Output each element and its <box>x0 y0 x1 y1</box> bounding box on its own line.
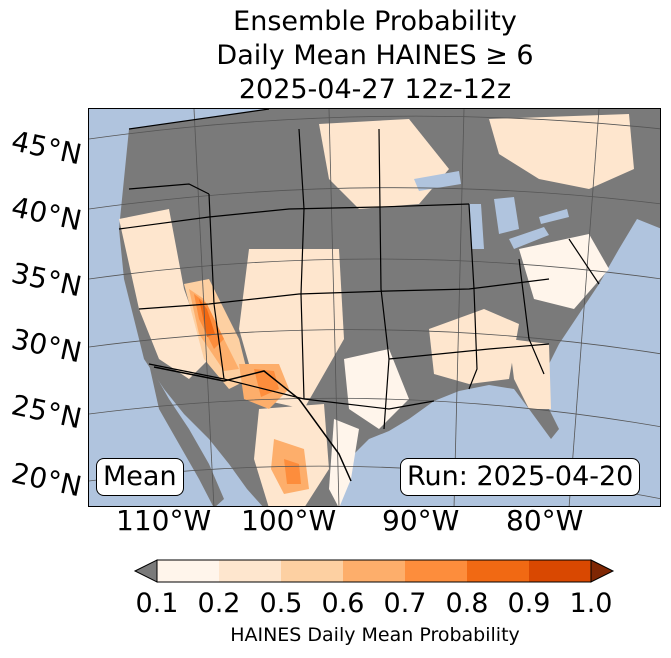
run-date-badge: Run: 2025-04-20 <box>400 458 641 496</box>
state-borders <box>118 109 600 430</box>
colorbar-bin <box>157 560 219 582</box>
baja-peninsula <box>149 364 224 506</box>
colorbar-frame <box>156 559 592 583</box>
chart-title-line2: Daily Mean HAINES ≥ 6 <box>216 40 534 71</box>
lon-label-110w: 110°W <box>116 504 212 537</box>
lon-label-100w: 100°W <box>241 504 337 537</box>
lat-label-25n: 25°N <box>8 388 85 436</box>
colorbar-bin <box>467 560 529 582</box>
colorbar-tick: 0.9 <box>507 588 551 619</box>
colorbar-under-extension <box>133 559 158 583</box>
colorbar-bin <box>281 560 343 582</box>
lat-label-40n: 40°N <box>8 190 85 238</box>
lat-label-45n: 45°N <box>8 124 85 172</box>
probability-fill-high <box>184 279 309 494</box>
probability-map <box>88 108 661 507</box>
colorbar-tick: 0.2 <box>197 588 241 619</box>
colorbar-bin <box>529 560 591 582</box>
lat-label-35n: 35°N <box>8 256 85 304</box>
colorbar-tick: 0.7 <box>383 588 427 619</box>
colorbar-bin <box>405 560 467 582</box>
colorbar-bin <box>219 560 281 582</box>
great-lakes <box>414 171 569 249</box>
colorbar-over-extension <box>590 559 615 583</box>
north-america-land <box>119 109 660 506</box>
colorbar-tick: 0.5 <box>259 588 303 619</box>
lon-label-80w: 80°W <box>506 504 584 537</box>
colorbar-tick: 0.1 <box>135 588 179 619</box>
map-svg <box>89 109 660 506</box>
lat-label-30n: 30°N <box>8 322 85 370</box>
mexico-border <box>153 366 352 482</box>
colorbar-tick: 0.8 <box>445 588 489 619</box>
chart-title-line1: Ensemble Probability <box>233 6 517 37</box>
colorbar-bin <box>343 560 405 582</box>
chart-title-date: 2025-04-27 12z-12z <box>238 74 512 105</box>
lon-label-90w: 90°W <box>382 504 460 537</box>
probability-fill-low <box>119 114 634 506</box>
colorbar <box>133 559 615 583</box>
graticule <box>89 109 660 506</box>
lat-label-20n: 20°N <box>8 456 85 504</box>
colorbar-label: HAINES Daily Mean Probability <box>230 624 520 646</box>
colorbar-tick: 1.0 <box>569 588 613 619</box>
colorbar-tick: 0.6 <box>321 588 365 619</box>
mean-badge: Mean <box>96 458 184 496</box>
